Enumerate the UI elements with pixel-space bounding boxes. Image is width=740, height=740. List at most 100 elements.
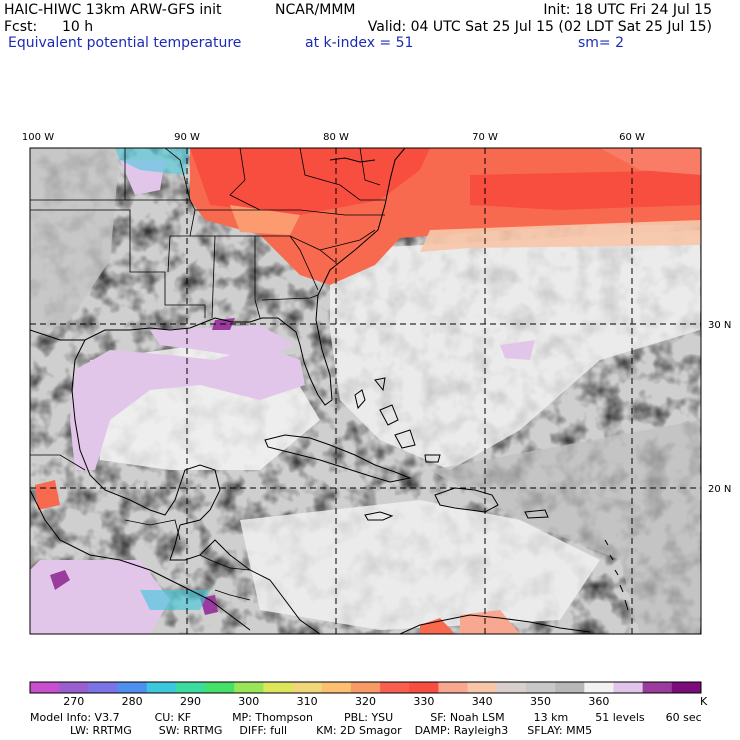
colorbar-swatch [555,682,585,693]
bahamas-outline [354,377,441,463]
org-label: NCAR/MMM [275,2,356,18]
puerto-rico-outline [524,509,549,519]
model-title: HAIC-HIWC 13km ARW-GFS init [4,2,222,18]
border-18 [214,589,251,601]
lon-label: 90 W [174,132,200,143]
border-13 [359,148,381,186]
forecast-label: Fcst: [4,19,38,35]
state-borders [30,148,385,601]
colorbar-tick-label: 290 [180,695,201,708]
colorbar-swatch [613,682,643,693]
footer-mp: MP: Thompson [232,711,313,724]
footer-model-info: Model Info: V3.7 [30,711,120,724]
lon-label: 100 W [22,132,54,143]
us-gulf-atlantic-coast [30,148,406,406]
warm-core-north [190,148,430,215]
warm-fringe-atlantic [420,220,701,252]
border-12 [299,148,385,201]
colorbar-tick-labels: 270 280 290 300 310 320 330 340 350 360 [63,695,609,708]
forecast-hours: 10 h [62,19,94,35]
smoothing-label: sm= 2 [578,35,625,51]
init-time: Init: 18 UTC Fri 24 Jul 15 [543,2,712,18]
colorbar-tick-label: 280 [122,695,143,708]
pale-region-caribbean [240,500,600,630]
colorbar-tick-label: 340 [472,695,493,708]
footer-lw: LW: RRTMG [70,724,132,737]
purple-spot-mexico [50,570,70,590]
jamaica-outline [364,511,394,521]
lat-label: 30 N [708,320,731,331]
border-8 [261,294,319,301]
latitude-labels: 30 N 20 N [708,320,731,495]
footer-line-1: Model Info: V3.7 CU: KF MP: Thompson PBL… [30,711,702,724]
border-10 [319,229,376,251]
footer-pbl: PBL: YSU [343,711,394,724]
field-name: Equivalent potential temperature [8,35,242,51]
footer-damp: DAMP: Rayleigh3 [414,724,509,737]
pacific-coast [30,489,251,631]
colorbar-frame [29,681,702,694]
colorbar-tick-label: 300 [238,695,259,708]
border-4 [195,209,385,216]
grey-band-west [30,148,120,340]
lilac-region-gulf [70,345,305,470]
border-9 [289,235,319,291]
footer-sflay: SFLAY: MM5 [527,724,593,737]
border-16 [124,519,181,541]
colorbar-swatch [350,682,381,693]
central-america-coast [169,524,321,634]
graticule [30,148,701,634]
map-field [30,148,701,634]
footer-levels: 51 levels [595,711,645,724]
warm-patch-south [230,205,300,235]
lon-label: 60 W [619,132,645,143]
colorbar-unit: K [700,695,708,708]
border-6 [211,235,216,319]
border-7 [255,235,336,263]
level-index: at k-index = 51 [305,35,414,51]
colorbar-tick-label: 270 [63,695,84,708]
colorbar-swatch [496,682,527,693]
colorbar-tick-label: 360 [588,695,609,708]
south-america-coast [399,614,591,634]
colorbar-swatch [175,682,206,693]
colorbar-swatch [438,682,468,693]
cyan-patch-south [140,590,210,610]
colorbar-swatch [88,682,118,693]
colorbar-tick-label: 350 [530,695,551,708]
map-frame [29,147,702,635]
border-14 [164,148,191,201]
lilac-patch-atlantic [500,340,535,360]
colorbar-tick-label: 330 [413,695,434,708]
colorbar-swatch [117,682,147,693]
footer-timestep: 60 sec [665,711,702,724]
colorbar [29,681,702,694]
coastlines [30,148,629,634]
border-11 [229,148,261,211]
border-5 [190,235,261,319]
colorbar-swatch [584,682,614,693]
warm-core-atlantic [470,170,701,210]
footer-sf: SF: Noah LSM [430,711,505,724]
lake-outline [329,157,376,163]
longitude-labels: 100 W 90 W 80 W 70 W 60 W [22,132,645,143]
colorbar-swatch [409,682,439,693]
colorbar-tick-label: 320 [355,695,376,708]
colorbar-swatch [205,682,235,693]
colorbar-swatch [671,682,702,693]
cuba-outline [264,434,412,483]
colorbar-swatch [467,682,498,693]
colorbar-tick-label: 310 [297,695,318,708]
colorbar-swatch [321,682,352,693]
footer-km: KM: 2D Smagor [316,724,402,737]
lon-label: 70 W [472,132,498,143]
colorbar-swatch [59,682,89,693]
orange-spot-south [420,618,455,634]
colorbar-swatch [380,682,410,693]
footer-resolution: 13 km [533,711,569,724]
border-2 [30,209,206,318]
colorbar-swatch [642,682,673,693]
border-17 [199,554,251,571]
border-15 [30,454,86,471]
mexico-gulf-coast [71,339,221,526]
